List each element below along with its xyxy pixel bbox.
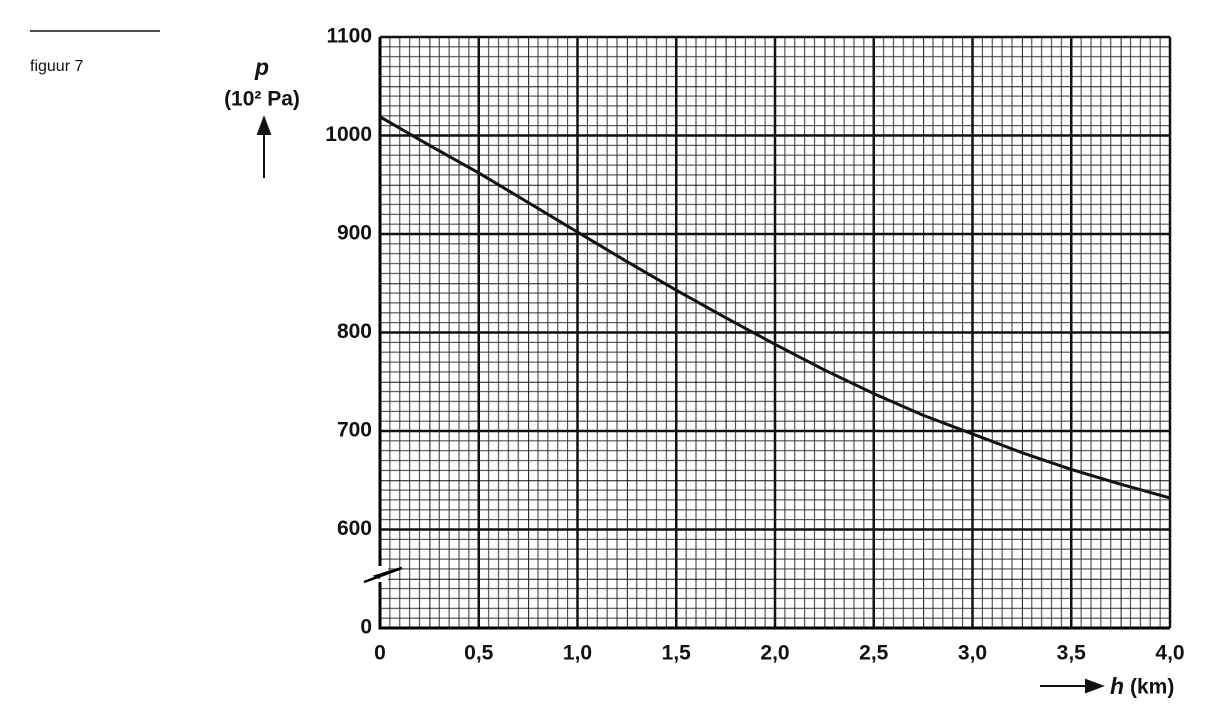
- axes: [378, 37, 1170, 630]
- x-tick-label: 1,0: [563, 642, 592, 665]
- y-tick-label: 0: [360, 616, 372, 639]
- y-tick-label: 800: [337, 320, 372, 343]
- break-mask: [364, 566, 388, 582]
- y-tick-label: 900: [337, 222, 372, 245]
- y-label-symbol: p: [254, 54, 269, 80]
- y-tick-label: 700: [337, 419, 372, 442]
- x-tick-label: 3,5: [1057, 642, 1087, 665]
- axis-break: [363, 566, 403, 584]
- x-label-unit: (km): [1130, 676, 1174, 699]
- x-tick-label: 4,0: [1155, 642, 1184, 665]
- x-tick-label: 1,5: [662, 642, 692, 665]
- y-tick-label: 1100: [326, 25, 372, 48]
- x-tick-label: 3,0: [958, 642, 987, 665]
- y-tick-label: 1000: [325, 123, 372, 146]
- y-arrow: [256, 115, 272, 178]
- x-tick-label: 2,5: [859, 642, 889, 665]
- x-tick-label: 0,5: [464, 642, 494, 665]
- x-tick-label: 2,0: [760, 642, 789, 665]
- x-label-symbol: h: [1110, 673, 1124, 699]
- y-label-unit: (10² Pa): [224, 88, 300, 111]
- figure-label: figuur 7: [30, 58, 83, 75]
- x-arrow: [1040, 678, 1105, 694]
- y-tick-label: 600: [337, 517, 372, 540]
- curve: [379, 115, 1171, 500]
- x-tick-label: 0: [374, 642, 386, 665]
